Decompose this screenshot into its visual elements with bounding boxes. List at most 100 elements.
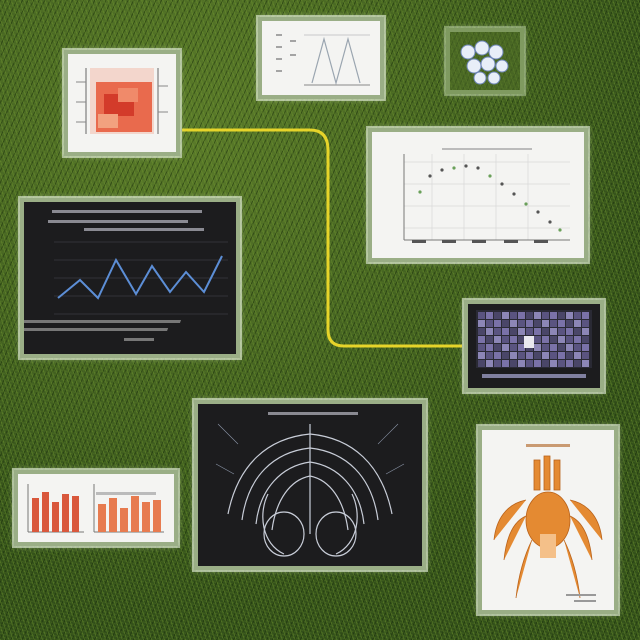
grid-cell (534, 352, 541, 359)
cluster-icon (450, 32, 520, 90)
grid-cell (494, 344, 501, 351)
grid-cell (566, 328, 573, 335)
grid-cell (558, 336, 565, 343)
grid-cell (550, 344, 557, 351)
grid-cell (542, 312, 549, 319)
grid-cell (510, 328, 517, 335)
grid-cell (486, 352, 493, 359)
line-chart (24, 202, 236, 354)
scatter-point (524, 202, 527, 205)
grid-cell (550, 352, 557, 359)
grid-cell (558, 344, 565, 351)
bar-chart (18, 474, 174, 542)
bar (42, 492, 49, 532)
grid-cell (582, 328, 589, 335)
grid-cell (542, 352, 549, 359)
grid-cell (558, 312, 565, 319)
grid-cell (510, 312, 517, 319)
grid-cell (550, 360, 557, 367)
grid-map-panel (464, 300, 604, 392)
grid-cell (494, 320, 501, 327)
grid-cell (478, 320, 485, 327)
grid-cell (542, 344, 549, 351)
sawtooth-chart (262, 21, 380, 95)
grid-cell (510, 336, 517, 343)
grid-cell (502, 312, 509, 319)
scatter-point (452, 166, 455, 169)
grid-cell (582, 352, 589, 359)
heatmap-figure (68, 54, 176, 152)
grid-cell (494, 328, 501, 335)
grid-cell (526, 352, 533, 359)
scatter-point (536, 210, 539, 213)
grid-cell (502, 320, 509, 327)
grid-cell (486, 336, 493, 343)
bar (131, 496, 139, 532)
grid-cell (534, 344, 541, 351)
bar (120, 508, 128, 532)
grid-cell (542, 336, 549, 343)
grid-cell (478, 336, 485, 343)
bar (153, 500, 161, 532)
grid-cell (526, 312, 533, 319)
orange-anatomy-panel (478, 426, 618, 614)
grid-cell (494, 360, 501, 367)
scatter-point (558, 228, 561, 231)
anatomy-xray (198, 404, 422, 566)
grid-cell (518, 312, 525, 319)
bar-chart-panel (14, 470, 178, 546)
grid-cell (574, 336, 581, 343)
grid-cell (510, 352, 517, 359)
grid-cell (574, 320, 581, 327)
grid-cell (550, 320, 557, 327)
grid-cell (534, 312, 541, 319)
grid-cell (510, 320, 517, 327)
scatter-point (512, 192, 515, 195)
grid-cell (526, 360, 533, 367)
grid-cell (526, 320, 533, 327)
scatter-point (488, 174, 491, 177)
grid-cell (574, 328, 581, 335)
grid-cell (518, 328, 525, 335)
grid-cell (494, 312, 501, 319)
grid-cell (518, 352, 525, 359)
grid-cell (534, 320, 541, 327)
orange-anatomy (482, 430, 614, 610)
grid-cell (558, 360, 565, 367)
scatter-point (464, 164, 467, 167)
grid-cell (534, 336, 541, 343)
grid-cell (502, 328, 509, 335)
grid-cell (566, 320, 573, 327)
cluster-icon-panel (446, 28, 524, 94)
bar (32, 498, 39, 532)
grid-cell (574, 360, 581, 367)
grid-cell (518, 360, 525, 367)
grid-cell (486, 320, 493, 327)
grid-cell (510, 360, 517, 367)
scatter-point (548, 220, 551, 223)
grid-cell (510, 344, 517, 351)
scatter-point (418, 190, 421, 193)
heatmap-panel (64, 50, 180, 156)
grid-cell (582, 344, 589, 351)
grid-cell (542, 320, 549, 327)
grid-cell (566, 344, 573, 351)
grid-cell (582, 360, 589, 367)
grid-cell (582, 312, 589, 319)
grid-cell (502, 344, 509, 351)
grid-cell (566, 336, 573, 343)
grid-cell (574, 352, 581, 359)
bar (142, 502, 150, 532)
bar (52, 502, 59, 532)
grid-cell (534, 328, 541, 335)
grid-cell (550, 328, 557, 335)
grid-cell (478, 344, 485, 351)
sawtooth-chart-panel (258, 17, 384, 99)
scatter-point (440, 168, 443, 171)
grid-cell (518, 320, 525, 327)
grid-cell (558, 352, 565, 359)
line-chart-panel (20, 198, 240, 358)
bar (72, 496, 79, 532)
grid-cell (478, 352, 485, 359)
